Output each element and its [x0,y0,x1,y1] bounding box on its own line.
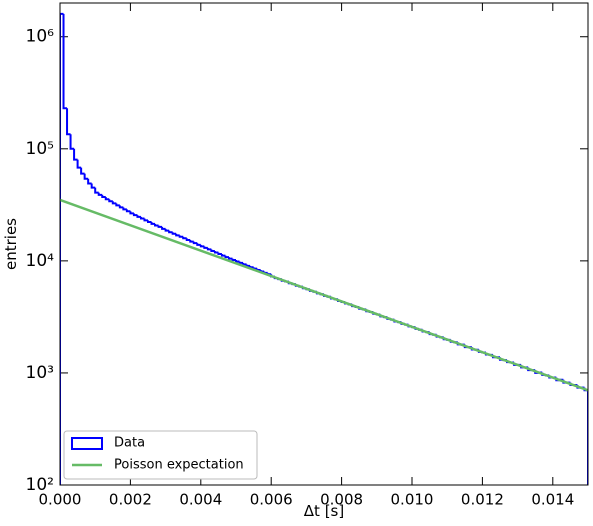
x-axis-label: Δt [s] [304,502,344,520]
x-tick-label: 0.010 [391,491,434,509]
plot [60,12,588,485]
histogram-bin [69,134,75,150]
histogram-bin [118,205,124,209]
histogram-bin [73,148,78,161]
histogram-bin [583,387,588,485]
x-tick-label: 0.012 [461,491,504,509]
histogram-bin [157,225,163,228]
y-tick-label: 10⁵ [26,139,54,159]
histogram-bin [90,183,96,189]
histogram-bin [249,265,254,269]
histogram-bin [147,220,152,224]
histogram-bin [171,232,177,235]
histogram-bin [104,197,110,201]
axes-frame [59,2,589,486]
legend-swatch [71,437,103,450]
histogram-bin [168,230,173,234]
y-axis-label: entries [2,218,20,270]
legend-label: Data [114,436,145,451]
histogram-bin [217,252,222,256]
histogram-bin [150,222,156,225]
x-tick-label: 0.014 [531,491,574,509]
histogram-bin [83,173,89,180]
y-tick-label: 10² [26,475,54,495]
histogram-bin [154,223,159,227]
legend-box [63,430,258,480]
histogram-bin [161,226,166,230]
x-tick-label: 0.002 [109,491,152,509]
x-tick-label: 0.006 [250,491,293,509]
histogram-bin [206,247,212,251]
histogram-bin [87,178,92,185]
histogram-bin [108,199,113,203]
histogram-bin [164,228,170,232]
histogram-bin [62,13,68,110]
histogram-bin [242,262,247,266]
histogram-bin [238,261,244,264]
histogram-bin [80,167,85,175]
histogram-bin [125,209,131,213]
histogram-bin [182,236,187,240]
histogram-bin [66,108,71,136]
y-tick-label: 10⁶ [26,27,55,47]
histogram-bin [94,187,99,194]
histogram-bin [115,203,120,207]
histogram-bin [252,267,258,270]
histogram-bin [224,255,229,259]
histogram-bin [213,250,219,254]
histogram-bin [139,216,145,220]
histogram-bin [97,192,103,196]
histogram-bin [76,159,82,169]
histogram-bin [199,244,205,248]
legend-label: Poisson expectation [114,458,244,473]
x-tick-label: 0.008 [320,491,363,509]
histogram-bin [101,194,106,199]
x-tick-label: 0.004 [179,491,222,509]
histogram-bin [192,241,198,245]
histogram-bin [210,249,215,252]
histogram-bin [189,240,194,243]
histogram-bin [111,201,117,205]
histogram-bin [235,259,240,263]
histogram-bin [178,235,184,238]
x-tick-label: 0.000 [39,491,82,509]
histogram-bin [136,215,141,218]
histogram-bin [231,258,236,261]
histogram-bin [227,257,233,260]
histogram-bin [196,243,201,246]
histogram-bin [122,207,127,211]
histogram-bin [132,213,138,217]
histogram-bin [185,238,191,242]
y-tick-label: 10⁴ [26,251,55,271]
y-tick-label: 10³ [26,363,54,383]
histogram-bin [203,246,208,249]
histogram-bin [129,211,134,215]
histogram-bin [220,254,226,257]
line [60,198,588,392]
histogram-bin [60,12,64,485]
histogram-bin [143,218,148,222]
histogram-bin [175,233,180,237]
histogram-bin [245,264,251,267]
